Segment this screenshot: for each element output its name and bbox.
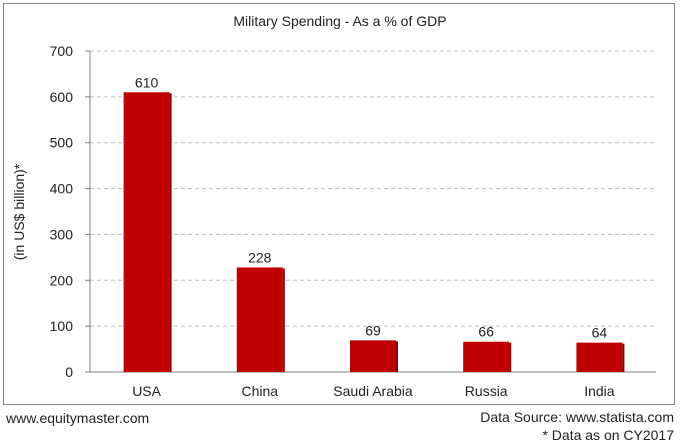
data-label: 64 [592,325,608,341]
x-tick-label: India [584,383,615,399]
website-credit: www.equitymaster.com [6,410,150,426]
y-axis-label: (in US$ billion)* [11,163,27,260]
data-label: 228 [248,249,272,265]
y-tick-label: 700 [50,43,74,59]
data-label: 69 [365,322,381,338]
y-tick-label: 600 [50,89,74,105]
chart-title: Military Spending - As a % of GDP [233,13,446,29]
bar-chart: Military Spending - As a % of GDP (in US… [11,13,656,399]
labels: 610 USA 228 China 69 Saudi Arabia 66 Russia 64 In… [132,74,615,399]
x-tick-label: USA [132,383,161,399]
x-tick-label: Saudi Arabia [333,383,413,399]
bar-edge [396,341,398,372]
chart-frame [3,3,675,405]
bar [350,340,396,372]
y-tick-label: 0 [65,364,73,380]
data-label: 610 [135,74,159,90]
x-tick-label: China [242,383,279,399]
y-tick-label: 500 [50,135,74,151]
bar-edge [509,342,512,372]
x-tick-label: Russia [465,383,508,399]
footer-notes: Data Source: www.statista.com * Data as … [480,408,674,444]
bar [463,341,510,372]
bar-edge [282,268,285,372]
axes: 0 100 200 300 400 500 600 700 [50,43,656,380]
bar-edge [169,93,172,373]
y-tick-label: 300 [50,226,74,242]
bars [123,92,625,373]
data-label: 66 [478,324,494,340]
y-tick-label: 200 [50,272,74,288]
data-source: Data Source: www.statista.com [480,409,674,425]
bar [576,342,623,372]
bar [236,267,283,372]
gridlines [90,50,656,327]
y-tick-label: 100 [50,318,74,334]
bar [123,92,170,373]
y-tick-label: 400 [50,181,74,197]
data-note: * Data as on CY2017 [542,427,674,443]
bar-edge [622,343,625,372]
